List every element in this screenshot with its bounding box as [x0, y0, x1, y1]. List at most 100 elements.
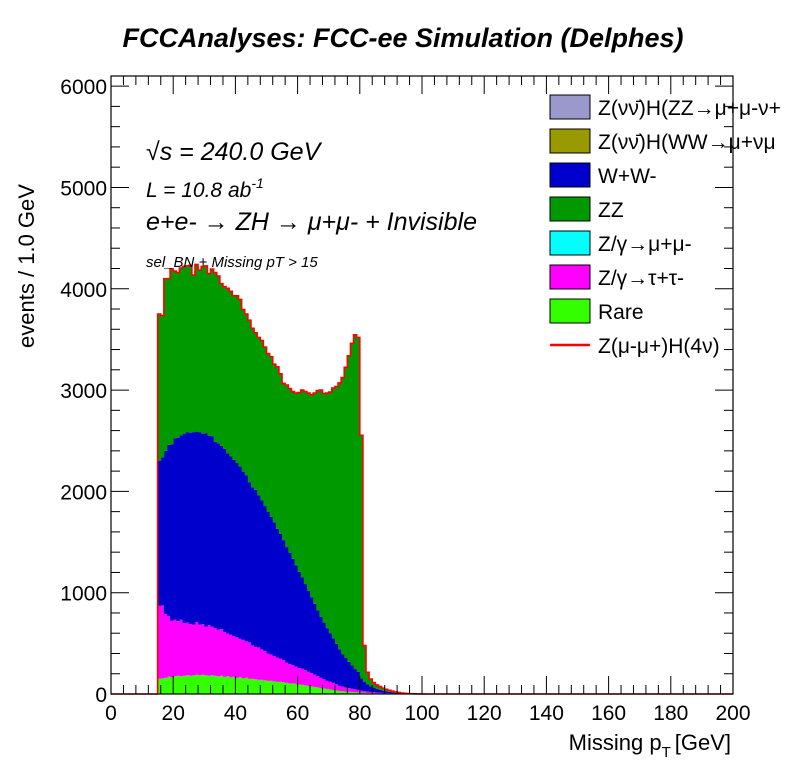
x-tick-label: 140 — [529, 702, 564, 725]
bar-z-72 — [334, 684, 339, 691]
bar-zz-55 — [282, 383, 286, 541]
bar-rare-39 — [232, 676, 236, 694]
bar-z-65 — [313, 674, 317, 687]
bar-zz-41 — [238, 299, 243, 467]
bar-z-31 — [207, 625, 211, 676]
bar-z-58 — [291, 665, 295, 684]
bar-rare-47 — [257, 679, 261, 694]
bar-rare-80 — [359, 692, 364, 694]
x-tick-label: 200 — [715, 702, 750, 725]
bar-w-w-86 — [378, 689, 382, 693]
bar-rare-36 — [222, 676, 227, 694]
bar-w-w-41 — [238, 466, 243, 639]
bar-z-62 — [303, 670, 308, 686]
bar-rare-38 — [229, 677, 233, 694]
bar-zz-42 — [241, 309, 246, 472]
bar-w-w-49 — [263, 506, 267, 651]
bar-zz-61 — [300, 390, 305, 578]
bar-w-w-57 — [288, 552, 292, 665]
bar-zz-16 — [160, 315, 165, 458]
bar-w-w-64 — [310, 597, 314, 674]
bar-zz-21 — [176, 272, 180, 438]
bar-z-44 — [247, 642, 252, 679]
bar-rare-69 — [325, 688, 330, 694]
bar-zz-49 — [263, 347, 267, 507]
bar-w-w-29 — [201, 433, 205, 625]
bar-rare-74 — [341, 691, 345, 694]
bar-z-25 — [188, 624, 193, 676]
bar-w-w-58 — [291, 558, 295, 666]
bar-z-39 — [232, 636, 236, 677]
bar-zz-31 — [207, 273, 211, 436]
bar-w-w-88 — [384, 691, 389, 694]
bar-zz-76 — [347, 355, 351, 662]
bar-z-73 — [338, 685, 342, 691]
bar-z-59 — [294, 666, 298, 684]
bar-w-w-25 — [188, 432, 193, 625]
bar-zz-33 — [213, 272, 218, 442]
x-tick-label: 160 — [591, 702, 626, 725]
bar-rare-21 — [176, 675, 180, 694]
bar-rare-45 — [250, 678, 255, 694]
bar-w-w-77 — [350, 665, 354, 689]
legend-swatch-0 — [549, 94, 591, 120]
y-tick-label: 5000 — [60, 177, 107, 200]
bar-z-43 — [244, 641, 249, 678]
bar-zz-39 — [232, 295, 236, 460]
bar-zz-37 — [226, 288, 230, 454]
bar-rare-67 — [319, 687, 323, 694]
legend-label-5: Z/γ→τ+τ- — [598, 267, 684, 290]
bar-w-w-47 — [257, 495, 261, 648]
bar-rare-17 — [163, 677, 168, 694]
x-axis-title: Missing pT [GeV] — [569, 730, 731, 761]
legend-swatch-2 — [549, 162, 591, 188]
bar-z-77 — [350, 688, 354, 692]
y-axis-title: events / 1.0 GeV — [14, 184, 39, 348]
bar-w-w-66 — [316, 610, 320, 677]
bar-z-23 — [182, 623, 187, 676]
bar-rare-61 — [300, 684, 305, 694]
bar-zz-68 — [322, 393, 326, 623]
bar-rare-33 — [213, 675, 218, 694]
bar-zz-47 — [257, 337, 261, 496]
bar-zz-66 — [316, 390, 320, 611]
bar-z-79 — [356, 689, 361, 693]
bar-zz-19 — [170, 269, 174, 445]
legend-label-6: Rare — [598, 301, 644, 324]
bar-zz-70 — [328, 392, 333, 634]
legend-swatch-5 — [549, 264, 591, 290]
lumi-text: L = 10.8 ab — [146, 179, 252, 202]
legend-swatch-4 — [549, 230, 591, 256]
bar-rare-24 — [185, 675, 190, 694]
bar-zz-74 — [341, 377, 345, 655]
bar-rare-15 — [157, 678, 162, 694]
bar-w-w-42 — [241, 471, 246, 640]
bar-w-w-35 — [219, 445, 224, 630]
bar-rare-65 — [313, 686, 317, 694]
legend-swatch-3 — [549, 196, 591, 222]
legend-label-7: Z(μ-μ+)H(4ν) — [598, 335, 720, 358]
bar-w-w-69 — [325, 628, 330, 681]
bar-z-40 — [235, 637, 239, 678]
bar-z-85 — [375, 692, 379, 694]
bar-zz-24 — [185, 265, 190, 433]
bar-zz-79 — [356, 337, 361, 672]
legend-label-1: Z(νν̄)H(WW→μ+νμ — [598, 131, 776, 154]
bar-zz-17 — [163, 278, 168, 451]
bar-w-w-45 — [250, 487, 255, 646]
bar-z-46 — [254, 646, 258, 680]
bar-w-w-89 — [387, 691, 392, 694]
bar-z-22 — [179, 619, 183, 677]
bar-rare-20 — [173, 676, 177, 694]
bar-zz-57 — [288, 388, 292, 553]
bar-zz-80 — [359, 435, 364, 679]
bar-z-56 — [285, 662, 289, 683]
bar-zz-64 — [310, 394, 314, 598]
bar-zz-35 — [219, 283, 224, 446]
bar-zz-18 — [166, 278, 171, 445]
bar-rare-44 — [247, 678, 252, 694]
bar-rare-41 — [238, 677, 243, 694]
bar-w-w-17 — [163, 450, 168, 614]
bar-w-w-72 — [334, 643, 339, 685]
bar-w-w-78 — [353, 669, 358, 690]
